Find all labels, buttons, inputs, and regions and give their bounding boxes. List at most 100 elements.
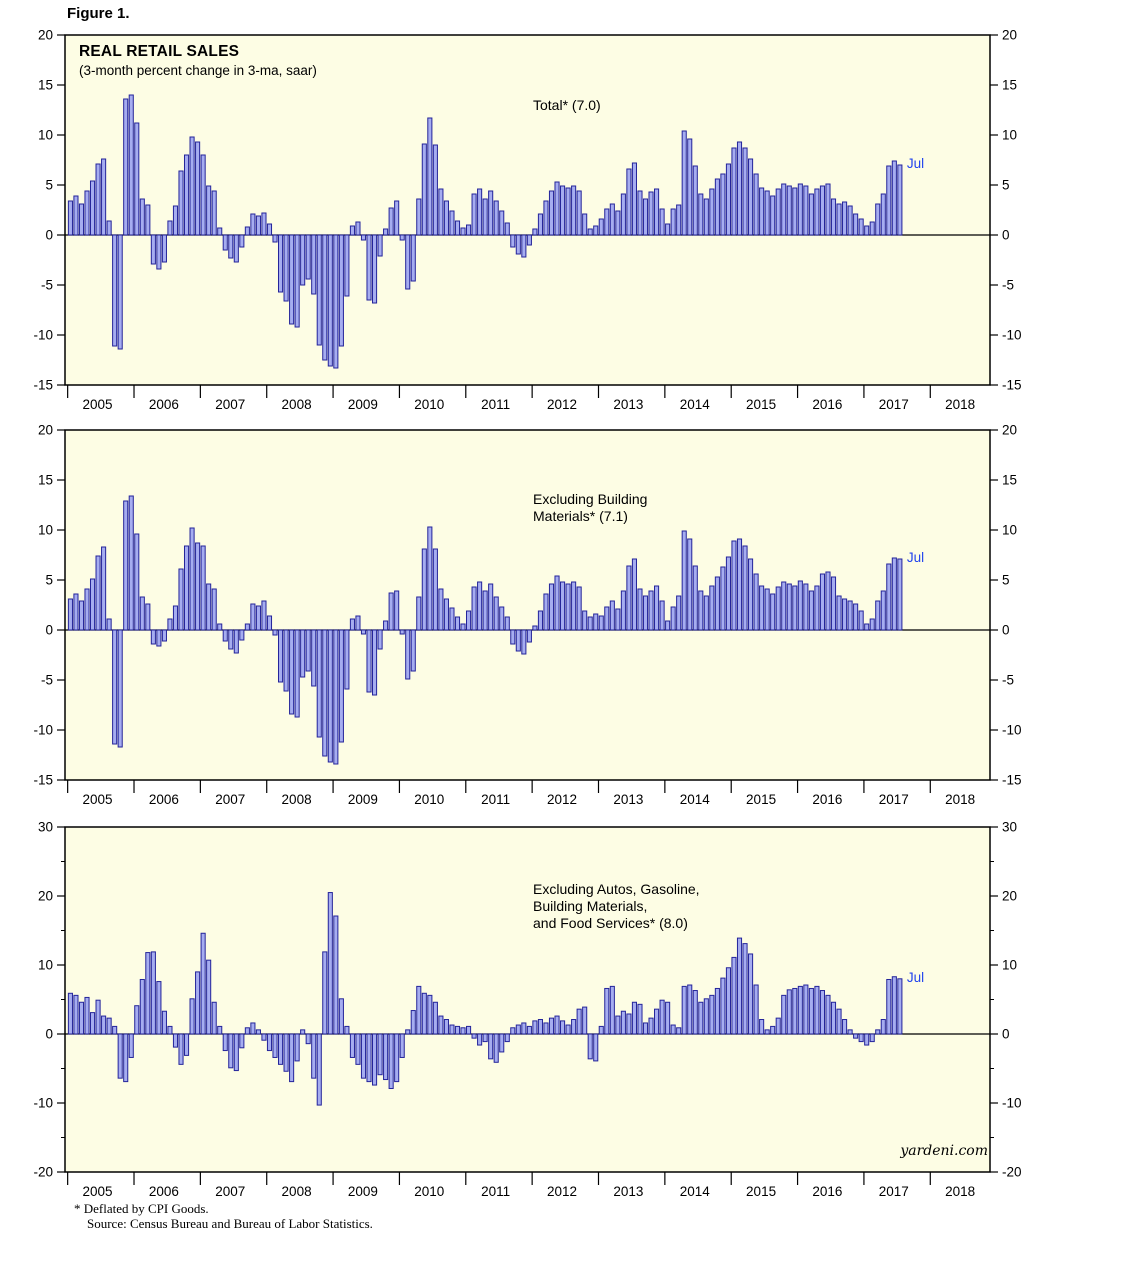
bar (371, 1033, 378, 1086)
bar (222, 234, 228, 251)
bar (360, 629, 367, 635)
bar (770, 1025, 776, 1035)
bar (775, 586, 781, 631)
bar (598, 218, 604, 236)
bar (886, 978, 892, 1035)
bar (394, 1033, 400, 1083)
bar (620, 193, 626, 236)
y-tick-label: 20 (38, 28, 53, 43)
bar (327, 234, 333, 367)
bar (255, 1029, 261, 1035)
bar (228, 629, 234, 650)
bar (515, 1024, 521, 1035)
bar (830, 1001, 837, 1035)
y-tick-label: 5 (45, 178, 53, 193)
bar (665, 1001, 671, 1035)
bar (405, 234, 411, 290)
y-tick-label: 20 (1002, 889, 1017, 904)
bar (449, 1024, 455, 1035)
bar (217, 1025, 223, 1035)
y-tick-label: 0 (45, 228, 53, 243)
bar (272, 234, 278, 243)
bar (438, 1015, 444, 1035)
bar (493, 1033, 499, 1063)
bar (670, 208, 676, 236)
bar (587, 228, 593, 236)
x-tick-label: 2013 (613, 397, 643, 412)
bar (515, 629, 521, 652)
x-tick-label: 2009 (348, 792, 378, 807)
bar (609, 600, 615, 631)
bar (250, 213, 256, 236)
bar (427, 994, 433, 1035)
bar (266, 223, 273, 236)
bar (399, 1033, 405, 1058)
bar (134, 533, 140, 631)
bar (289, 1033, 295, 1083)
bar (797, 985, 803, 1035)
bar (759, 1019, 765, 1035)
latest-point-label: Jul (907, 156, 924, 171)
x-tick-label: 2010 (414, 792, 444, 807)
bar (869, 1033, 875, 1043)
bar (571, 1019, 577, 1035)
bar (305, 234, 311, 280)
x-tick-label: 2007 (215, 792, 245, 807)
bar (775, 188, 781, 236)
x-tick-label: 2012 (547, 397, 577, 412)
bar (819, 185, 826, 236)
bar (305, 629, 311, 672)
bar (117, 234, 123, 350)
bar (753, 984, 759, 1035)
bar (239, 1033, 245, 1049)
bar (703, 198, 709, 236)
bar (78, 203, 85, 236)
bar (311, 629, 317, 687)
bar (748, 558, 754, 631)
bar (858, 610, 864, 631)
bar (355, 221, 361, 236)
bar (576, 1008, 582, 1035)
bar (84, 588, 90, 631)
bar (532, 228, 538, 236)
bar (333, 234, 339, 369)
bar (548, 583, 555, 631)
bar (233, 629, 239, 654)
bar (670, 1024, 676, 1035)
bar (748, 158, 754, 236)
bar (631, 558, 637, 631)
bar (830, 198, 837, 236)
bar (803, 583, 809, 631)
bar (150, 234, 156, 265)
bar (720, 173, 726, 236)
bar (725, 163, 731, 236)
y-tick-label: -10 (33, 328, 53, 343)
bar (714, 987, 720, 1035)
bar (172, 605, 179, 631)
bar (416, 985, 422, 1035)
y-tick-label: 15 (38, 473, 53, 488)
x-tick-label: 2009 (348, 397, 378, 412)
y-tick-label: -10 (1002, 723, 1022, 738)
bar (709, 994, 715, 1035)
y-tick-label: 10 (38, 958, 53, 973)
bar (233, 1033, 239, 1072)
bar (277, 1033, 284, 1065)
bar (537, 610, 543, 631)
bar (493, 200, 499, 236)
bar (676, 204, 682, 236)
bar (156, 234, 162, 270)
bar (416, 596, 422, 631)
series-label-line: Materials* (7.1) (533, 508, 628, 524)
bar (283, 629, 289, 692)
bar (781, 183, 787, 236)
footnote-source: Source: Census Bureau and Bureau of Labo… (87, 1216, 373, 1231)
bar (250, 603, 256, 631)
bar (471, 586, 477, 631)
bar (836, 595, 842, 631)
bar (432, 548, 438, 631)
x-tick-label: 2005 (82, 792, 112, 807)
y-tick-label: 20 (1002, 423, 1017, 438)
bar (548, 190, 555, 236)
bar (349, 618, 355, 631)
